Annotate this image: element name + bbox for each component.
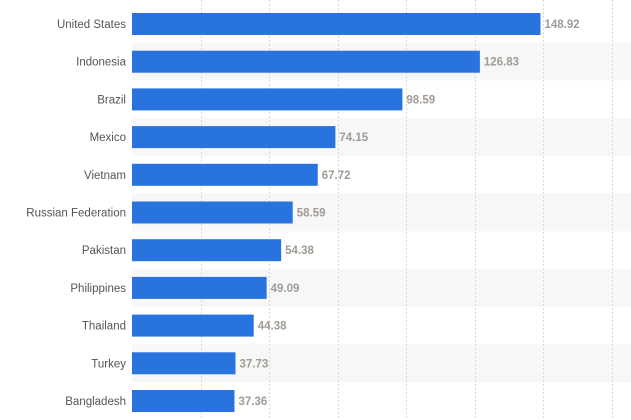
bar (132, 239, 282, 262)
data-label: 58.59 (297, 208, 326, 220)
data-label: 148.92 (544, 19, 579, 31)
value-labels: 148.92 126.83 98.59 74.15 67.72 58.59 54.38 49.… (238, 19, 579, 408)
bar (132, 88, 403, 111)
category-label: Vietnam (84, 170, 126, 182)
category-label: Philippines (70, 283, 126, 295)
data-label: 74.15 (339, 132, 368, 144)
category-label: Bangladesh (65, 396, 126, 408)
bar (132, 163, 318, 186)
bar (132, 126, 336, 149)
data-label: 44.38 (258, 321, 287, 333)
bar (132, 390, 235, 412)
bar (132, 13, 541, 35)
bar (132, 314, 254, 337)
category-label: United States (57, 19, 126, 31)
data-label: 54.38 (285, 245, 314, 257)
bar (132, 50, 480, 73)
category-label: Russian Federation (26, 208, 126, 220)
bar (132, 201, 293, 224)
data-label: 37.73 (239, 358, 268, 370)
category-label: Brazil (97, 94, 126, 106)
category-label: Thailand (82, 321, 126, 333)
data-label: 49.09 (271, 283, 300, 295)
category-label: Indonesia (76, 57, 126, 69)
bar (132, 276, 267, 299)
data-label: 98.59 (406, 94, 435, 106)
data-label: 37.36 (238, 396, 267, 408)
bar (132, 352, 236, 375)
data-label: 126.83 (484, 57, 519, 69)
bars (132, 13, 541, 412)
category-label: Pakistan (82, 245, 126, 257)
category-label: Mexico (90, 132, 126, 144)
category-labels: United States Indonesia Brazil Mexico Vietna… (26, 19, 126, 408)
category-label: Turkey (91, 358, 126, 370)
data-label: 67.72 (322, 170, 351, 182)
